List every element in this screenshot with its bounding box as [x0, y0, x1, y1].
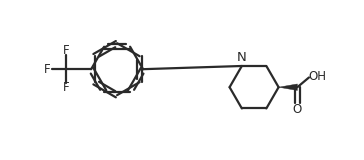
Text: F: F [63, 81, 69, 94]
Text: OH: OH [308, 70, 326, 83]
Text: F: F [44, 63, 51, 76]
Polygon shape [278, 84, 297, 90]
Text: O: O [293, 103, 302, 116]
Text: N: N [237, 51, 247, 64]
Text: F: F [63, 44, 69, 57]
